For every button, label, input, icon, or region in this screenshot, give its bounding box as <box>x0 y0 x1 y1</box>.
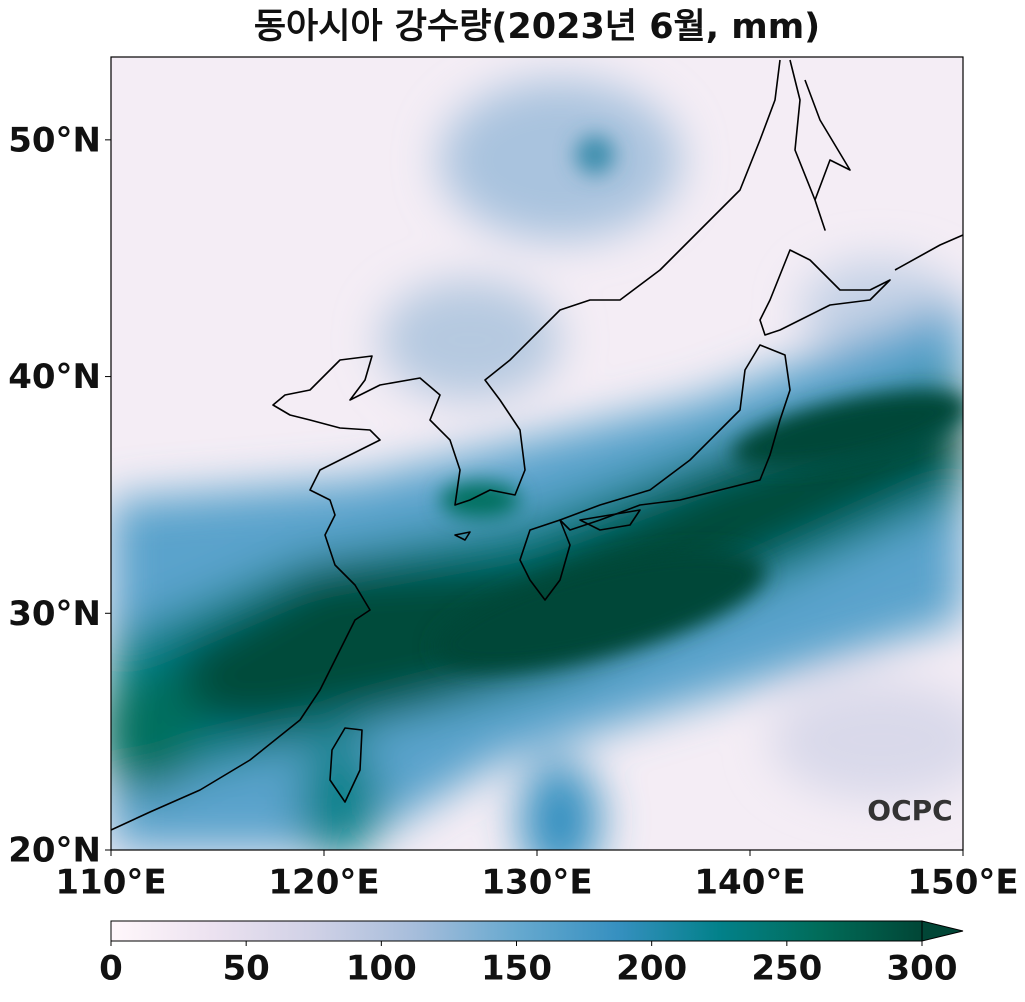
colorbar-tick-label: 100 <box>346 949 417 989</box>
colorbar-scale <box>110 920 923 942</box>
colorbar-extension <box>921 920 964 942</box>
colorbar-tick-label: 0 <box>99 949 123 989</box>
colorbar-tick-label: 150 <box>481 949 552 989</box>
precipitation-field <box>111 57 963 850</box>
y-tick-label: 30°N <box>8 594 101 634</box>
x-tick-label: 120°E <box>268 863 379 903</box>
x-tick-label: 130°E <box>481 863 592 903</box>
y-tick-label: 20°N <box>8 831 101 871</box>
x-tick-label: 140°E <box>694 863 805 903</box>
y-tick-label: 40°N <box>8 357 101 397</box>
map-title: 동아시아 강수량(2023년 6월, mm) <box>254 7 820 47</box>
colorbar-tick-label: 200 <box>616 949 687 989</box>
logo: OCPC <box>867 794 952 827</box>
colorbar-tick-label: 250 <box>751 949 822 989</box>
colorbar: 0 50 100 150 200 250 300 <box>99 920 964 989</box>
colorbar-tick-label: 300 <box>887 949 958 989</box>
x-tick-label: 150°E <box>907 863 1018 903</box>
x-tick-label: 110°E <box>55 863 166 903</box>
y-tick-label: 50°N <box>8 120 101 160</box>
colorbar-tick-label: 50 <box>223 949 270 989</box>
